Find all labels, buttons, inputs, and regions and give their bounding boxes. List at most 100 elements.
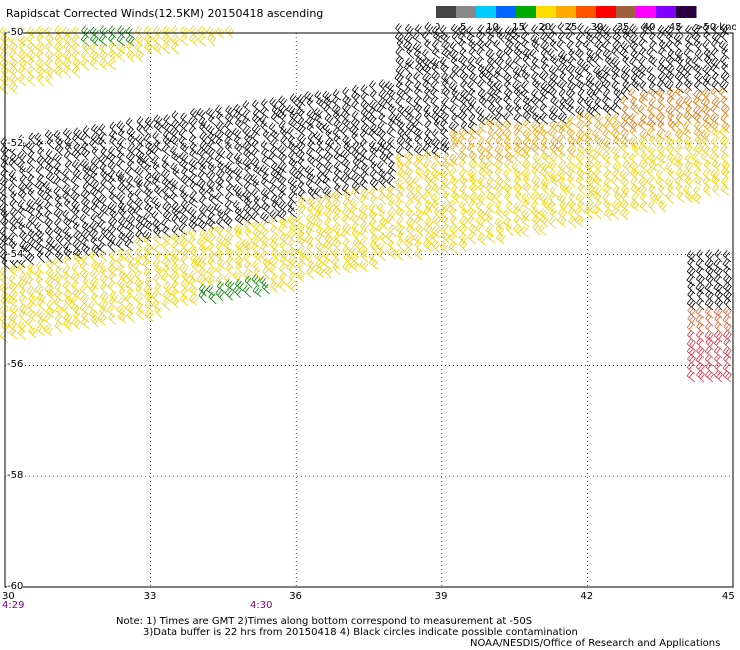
wind-barb <box>494 183 504 196</box>
wind-barb <box>496 30 506 43</box>
wind-barb <box>18 309 27 323</box>
wind-barb <box>566 152 575 166</box>
wind-barb <box>107 233 117 246</box>
wind-barb <box>478 70 487 84</box>
wind-barb <box>43 324 53 337</box>
wind-barb <box>0 194 9 207</box>
wind-barb <box>422 94 431 108</box>
wind-barb <box>161 160 171 173</box>
wind-barb <box>504 32 514 45</box>
wind-barb <box>36 73 45 87</box>
wind-barb <box>622 79 632 93</box>
wind-barb <box>487 103 497 116</box>
legend-tick-label: 30 <box>591 22 604 33</box>
wind-barb <box>667 183 676 197</box>
wind-barb <box>180 25 190 39</box>
wind-barb <box>567 174 576 188</box>
wind-barb <box>710 87 720 100</box>
wind-barb <box>62 50 72 63</box>
wind-barb <box>151 171 161 183</box>
wind-barb <box>487 127 497 140</box>
wind-barb <box>430 57 440 69</box>
wind-barb <box>188 219 198 233</box>
wind-barb <box>180 293 189 307</box>
legend-swatch <box>676 6 697 18</box>
wind-barb <box>224 112 234 125</box>
wind-barb <box>613 87 623 101</box>
wind-barb <box>26 74 36 87</box>
wind-barb <box>205 217 215 230</box>
wind-barb <box>694 48 704 62</box>
wind-barb <box>449 214 458 228</box>
wind-barb <box>424 217 434 230</box>
wind-barb <box>81 41 91 55</box>
wind-barb <box>208 114 217 127</box>
wind-barb <box>333 161 343 174</box>
wind-barb <box>63 41 73 55</box>
wind-barb <box>395 206 405 219</box>
wind-barb <box>116 158 125 172</box>
wind-barb <box>8 312 18 325</box>
wind-barb <box>520 215 530 228</box>
wind-barb <box>108 129 118 142</box>
wind-barb <box>206 146 215 160</box>
wind-barb <box>215 136 224 150</box>
wind-barb <box>568 48 577 61</box>
wind-barb <box>475 128 485 140</box>
wind-barb <box>136 155 146 169</box>
wind-barb <box>502 119 512 133</box>
wind-barb <box>271 248 280 261</box>
wind-barb <box>351 90 360 104</box>
wind-barb <box>439 56 449 69</box>
wind-barb <box>478 95 488 109</box>
wind-barb <box>260 234 270 248</box>
wind-barb <box>234 247 244 260</box>
wind-barb <box>216 147 226 159</box>
wind-barb <box>341 223 352 236</box>
wind-barb <box>359 148 369 161</box>
wind-barb <box>214 203 223 215</box>
credit-line: NOAA/NESDIS/Office of Research and Appli… <box>470 638 721 649</box>
wind-barb <box>125 303 135 316</box>
wind-barb <box>522 129 532 142</box>
wind-barb <box>696 273 705 287</box>
wind-barb <box>475 57 484 69</box>
wind-barb <box>135 149 145 163</box>
wind-barb <box>558 207 568 221</box>
wind-barb <box>253 195 262 209</box>
wind-barb <box>44 66 54 79</box>
wind-barb <box>269 97 279 110</box>
legend-swatch <box>436 6 457 18</box>
wind-barb <box>441 231 451 244</box>
wind-barb <box>314 177 324 191</box>
wind-barb <box>35 309 45 322</box>
wind-barb <box>612 112 622 125</box>
wind-barb <box>530 200 539 214</box>
wind-barb <box>17 50 27 63</box>
wind-barb <box>413 144 424 157</box>
wind-barb <box>124 254 134 266</box>
wind-barb <box>163 250 172 263</box>
wind-barb <box>548 192 557 206</box>
lat-lon-grid <box>4 32 734 588</box>
wind-barb <box>577 143 587 157</box>
wind-barb <box>696 337 705 351</box>
wind-barb <box>313 218 323 230</box>
wind-barb <box>90 203 100 215</box>
wind-barb <box>529 48 539 61</box>
wind-barb <box>713 370 723 383</box>
wind-barb <box>540 55 550 68</box>
wind-barb <box>152 176 160 190</box>
wind-barb <box>27 228 37 242</box>
legend-swatch <box>576 6 597 18</box>
wind-barb <box>619 169 629 182</box>
wind-barb <box>467 97 477 110</box>
wind-barb <box>270 161 280 174</box>
wind-barb <box>620 96 629 109</box>
wind-barb <box>332 198 341 212</box>
wind-barb <box>412 176 422 189</box>
wind-barb <box>440 127 449 140</box>
wind-barb <box>622 151 631 164</box>
wind-barb <box>430 161 440 174</box>
wind-barb <box>370 194 379 208</box>
